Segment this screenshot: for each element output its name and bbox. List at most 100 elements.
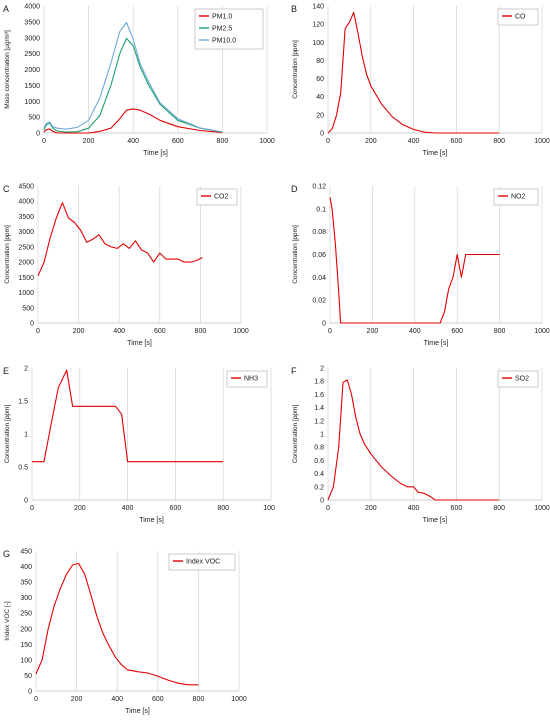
y-tick-label: 150 xyxy=(20,642,32,649)
y-tick-label: 100 xyxy=(312,40,324,47)
x-tick-label: 0 xyxy=(326,138,330,145)
series-line-pm10-0 xyxy=(43,21,223,133)
y-tick-label: 1 xyxy=(320,432,324,439)
y-tick-label: 500 xyxy=(28,115,40,122)
chart-svg-a: A 0 200 400 600 800 1000 0 500 1000 1500 2000 2500 30… xyxy=(3,4,275,158)
y-tick-label: 140 xyxy=(312,4,324,11)
x-axis-title: Time [s] xyxy=(423,150,448,157)
y-tick-label: 1500 xyxy=(18,275,34,282)
x-tick-label: 400 xyxy=(113,328,125,335)
y-tick-label: 1000 xyxy=(24,99,40,106)
y-tick-label: 0 xyxy=(28,689,32,696)
x-tick-label: 600 xyxy=(451,138,463,145)
chart-svg-g: G 0 200 400 600 800 1000 0 50 100 150 200 250 300 350 4… xyxy=(3,549,247,716)
y-tick-label: 50 xyxy=(24,673,32,680)
x-tick-label: 1000 xyxy=(231,696,247,703)
x-tick-label: 1000 xyxy=(263,505,275,512)
y-tick-label: 0.6 xyxy=(314,458,324,465)
y-tick-label: 2 xyxy=(320,366,324,373)
y-tick-label: 0.5 xyxy=(18,465,28,472)
y-tick-label: 4000 xyxy=(24,4,40,11)
panel-label: A xyxy=(3,4,9,14)
panel-label: F xyxy=(291,366,297,376)
x-axis-title: Time [s] xyxy=(143,150,168,157)
series-line-no2 xyxy=(329,197,500,324)
legend-label: SO2 xyxy=(515,376,529,383)
y-tick-label: 0.02 xyxy=(312,298,326,305)
y-tick-label: 2 xyxy=(24,366,28,373)
y-tick-label: 500 xyxy=(22,305,34,312)
y-tick-label: 2500 xyxy=(18,244,34,251)
legend-box xyxy=(226,370,268,388)
x-tick-label: 800 xyxy=(493,138,505,145)
x-tick-label: 800 xyxy=(494,328,506,335)
x-tick-label: 800 xyxy=(193,696,205,703)
series-line-index-voc xyxy=(35,562,199,686)
x-tick-label: 0 xyxy=(42,138,46,145)
x-tick-label: 400 xyxy=(409,328,421,335)
x-tick-label: 800 xyxy=(195,328,207,335)
x-tick-label: 600 xyxy=(170,505,182,512)
y-tick-label: 0.12 xyxy=(312,184,326,191)
x-axis-title: Time [s] xyxy=(423,517,448,524)
y-tick-label: 0.8 xyxy=(314,445,324,452)
legend-box xyxy=(196,188,238,206)
x-axis-title: Time [s] xyxy=(127,340,152,347)
series-line-co xyxy=(327,11,500,134)
y-tick-label: 0.1 xyxy=(316,206,326,213)
x-tick-label: 1000 xyxy=(534,138,550,145)
x-tick-label: 0 xyxy=(328,328,332,335)
y-axis-title: Concentration [ppm] xyxy=(4,405,11,464)
y-axis-title: Concentration [ppm] xyxy=(292,40,299,99)
panel-label: E xyxy=(3,366,9,376)
y-axis-title: Concentration [ppm] xyxy=(292,405,299,464)
y-tick-label: 2000 xyxy=(24,67,40,74)
panel-b: B 0 200 400 600 800 1000 0 20 40 60 80 100 120 140 Time… xyxy=(288,0,550,165)
y-tick-label: 0.06 xyxy=(312,252,326,259)
legend-box xyxy=(168,553,236,571)
x-tick-label: 600 xyxy=(154,328,166,335)
x-tick-label: 1000 xyxy=(534,505,550,512)
y-tick-label: 1.2 xyxy=(314,418,324,425)
y-tick-label: 400 xyxy=(20,564,32,571)
x-tick-label: 200 xyxy=(367,328,379,335)
legend-box xyxy=(497,370,539,388)
series-line-nh3 xyxy=(32,369,224,463)
y-tick-label: 3500 xyxy=(18,214,34,221)
x-tick-label: 600 xyxy=(152,696,164,703)
x-tick-label: 800 xyxy=(493,505,505,512)
panel-e: E 0 200 400 600 800 1000 0 0.5 1 1.5 2 Time [s] Conce… xyxy=(0,362,279,532)
x-tick-label: 400 xyxy=(127,138,139,145)
x-tick-label: 600 xyxy=(451,328,463,335)
y-tick-label: 40 xyxy=(316,94,324,101)
chart-svg-c: C 0 200 400 600 800 1000 0 500 1000 1500 2000 2500 30… xyxy=(3,184,249,348)
y-tick-label: 300 xyxy=(20,595,32,602)
y-tick-label: 4500 xyxy=(18,184,34,191)
chart-svg-f: F 0 200 400 600 800 1000 0 0.2 0.4 0.6 0.8 1 1.2 1.4 1.… xyxy=(291,366,550,525)
y-tick-label: 1.8 xyxy=(314,379,324,386)
x-axis-title: Time [s] xyxy=(139,517,164,524)
y-axis-title: Mass concentration [µg/m³] xyxy=(4,30,11,109)
series-line-pm2-5 xyxy=(43,37,223,133)
x-tick-label: 400 xyxy=(408,138,420,145)
x-tick-label: 0 xyxy=(34,696,38,703)
y-tick-label: 60 xyxy=(316,76,324,83)
y-tick-label: 1.6 xyxy=(314,392,324,399)
y-axis-title: Concentration [ppm] xyxy=(292,225,299,284)
x-tick-label: 800 xyxy=(217,505,229,512)
y-tick-label: 0 xyxy=(30,321,34,328)
y-tick-label: 3000 xyxy=(18,229,34,236)
y-tick-label: 450 xyxy=(20,549,32,556)
panel-label: B xyxy=(291,4,297,14)
y-tick-label: 3000 xyxy=(24,35,40,42)
x-tick-label: 200 xyxy=(365,138,377,145)
panel-label: C xyxy=(3,184,10,194)
panel-g: G 0 200 400 600 800 1000 0 50 100 150 200 250 300 350 4… xyxy=(0,545,275,723)
panel-d: D 0 200 400 600 800 1000 0 0.02 0.04 0.06 0.08 0.1 0.… xyxy=(288,180,550,355)
panel-label: D xyxy=(291,184,298,194)
y-tick-label: 0 xyxy=(320,498,324,505)
x-tick-label: 200 xyxy=(73,328,85,335)
y-tick-label: 120 xyxy=(312,22,324,29)
legend-label: CO2 xyxy=(214,194,229,201)
y-tick-label: 0 xyxy=(320,131,324,138)
